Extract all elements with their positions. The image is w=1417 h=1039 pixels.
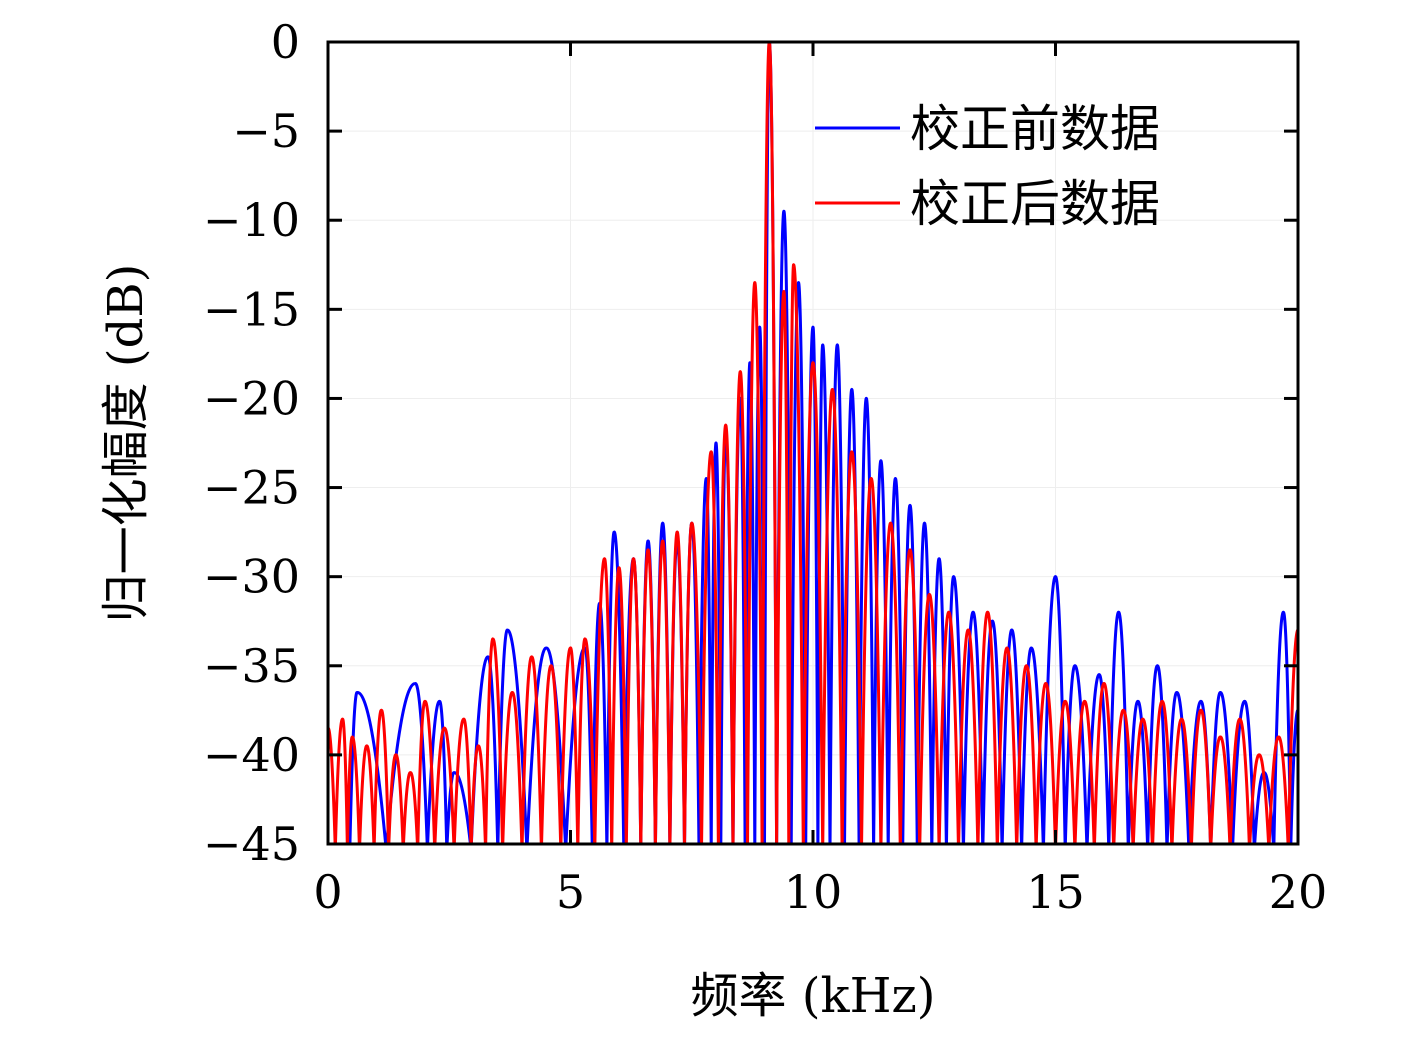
y-tick-label: −45 xyxy=(203,817,300,871)
ticks xyxy=(326,40,1300,846)
legend-label-after: 校正后数据 xyxy=(910,175,1160,233)
legend: 校正前数据 校正后数据 xyxy=(815,100,1160,233)
x-tick-label: 15 xyxy=(1026,865,1085,919)
legend-label-before: 校正前数据 xyxy=(910,100,1160,158)
x-axis-title: 频率 (kHz) xyxy=(691,968,936,1024)
x-tick-label: 0 xyxy=(313,865,342,919)
y-tick-label: −15 xyxy=(203,282,300,336)
y-tick-label: −20 xyxy=(203,371,300,425)
y-tick-label: −25 xyxy=(203,461,300,515)
x-tick-label: 10 xyxy=(784,865,843,919)
x-tick-label: 5 xyxy=(556,865,585,919)
y-tick-label: 0 xyxy=(271,15,300,69)
series-line-1 xyxy=(328,40,1298,844)
y-tick-label: −35 xyxy=(203,639,300,693)
y-tick-label: −30 xyxy=(203,550,300,604)
x-tick-label: 20 xyxy=(1269,865,1328,919)
series-layer xyxy=(328,40,1298,844)
y-tick-label: −5 xyxy=(232,104,300,158)
y-tick-label: −40 xyxy=(203,728,300,782)
y-axis-title: 归一化幅度 (dB) xyxy=(98,264,154,623)
tick-labels: 0 5 10 15 20 0 −5 −10 −15 −20 −25 −30 −35 −40 −45 xyxy=(203,15,1327,919)
y-tick-label: −10 xyxy=(203,193,300,247)
